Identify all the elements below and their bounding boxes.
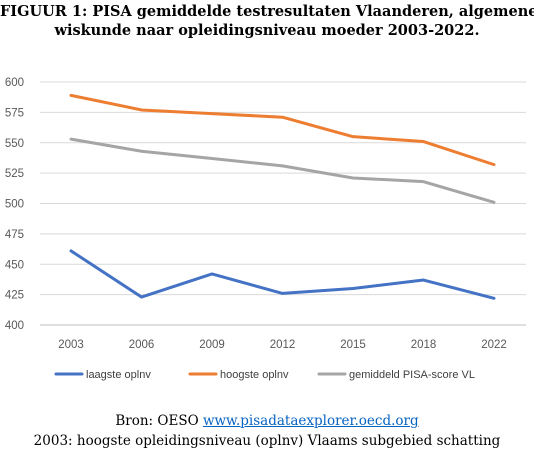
y-tick-label: 475 — [5, 229, 24, 241]
line-chart: 400 425 450 475 500 525 550 575 600 2003 2006 2009 2… — [0, 58, 534, 398]
chart-title: FIGUUR 1: PISA gemiddelde testresultaten… — [0, 2, 534, 40]
series-line-2 — [71, 95, 494, 164]
series-line-3 — [71, 139, 494, 202]
x-tick-label: 2003 — [58, 339, 84, 351]
y-tick-label: 425 — [5, 290, 24, 302]
x-tick-label: 2022 — [481, 339, 507, 351]
y-tick-label: 575 — [5, 107, 24, 119]
y-tick-label: 550 — [5, 138, 24, 150]
y-tick-label: 525 — [5, 168, 24, 180]
source-line: Bron: OESO www.pisadataexplorer.oecd.org — [0, 413, 534, 429]
y-tick-label: 400 — [5, 320, 24, 332]
chart-title-line-2: wiskunde naar opleidingsniveau moeder 20… — [0, 21, 534, 40]
chart-title-line-1: FIGUUR 1: PISA gemiddelde testresultaten… — [0, 2, 534, 21]
y-tick-label: 500 — [5, 199, 24, 211]
legend-label-1: laagste oplnv — [86, 369, 151, 381]
y-tick-label: 450 — [5, 259, 24, 271]
legend-label-3: gemiddeld PISA-score VL — [349, 369, 475, 381]
x-tick-label: 2006 — [129, 339, 155, 351]
source-link[interactable]: www.pisadataexplorer.oecd.org — [203, 413, 419, 429]
legend-label-2: hoogste oplnv — [220, 369, 289, 381]
series-line-1 — [71, 251, 494, 298]
x-tick-label: 2015 — [340, 339, 366, 351]
x-tick-label: 2009 — [199, 339, 225, 351]
x-tick-label: 2018 — [411, 339, 437, 351]
chart-note: 2003: hoogste opleidingsniveau (oplnv) V… — [0, 433, 534, 449]
source-prefix: Bron: OESO — [115, 413, 203, 429]
x-tick-label: 2012 — [270, 339, 296, 351]
y-tick-label: 600 — [5, 77, 24, 89]
